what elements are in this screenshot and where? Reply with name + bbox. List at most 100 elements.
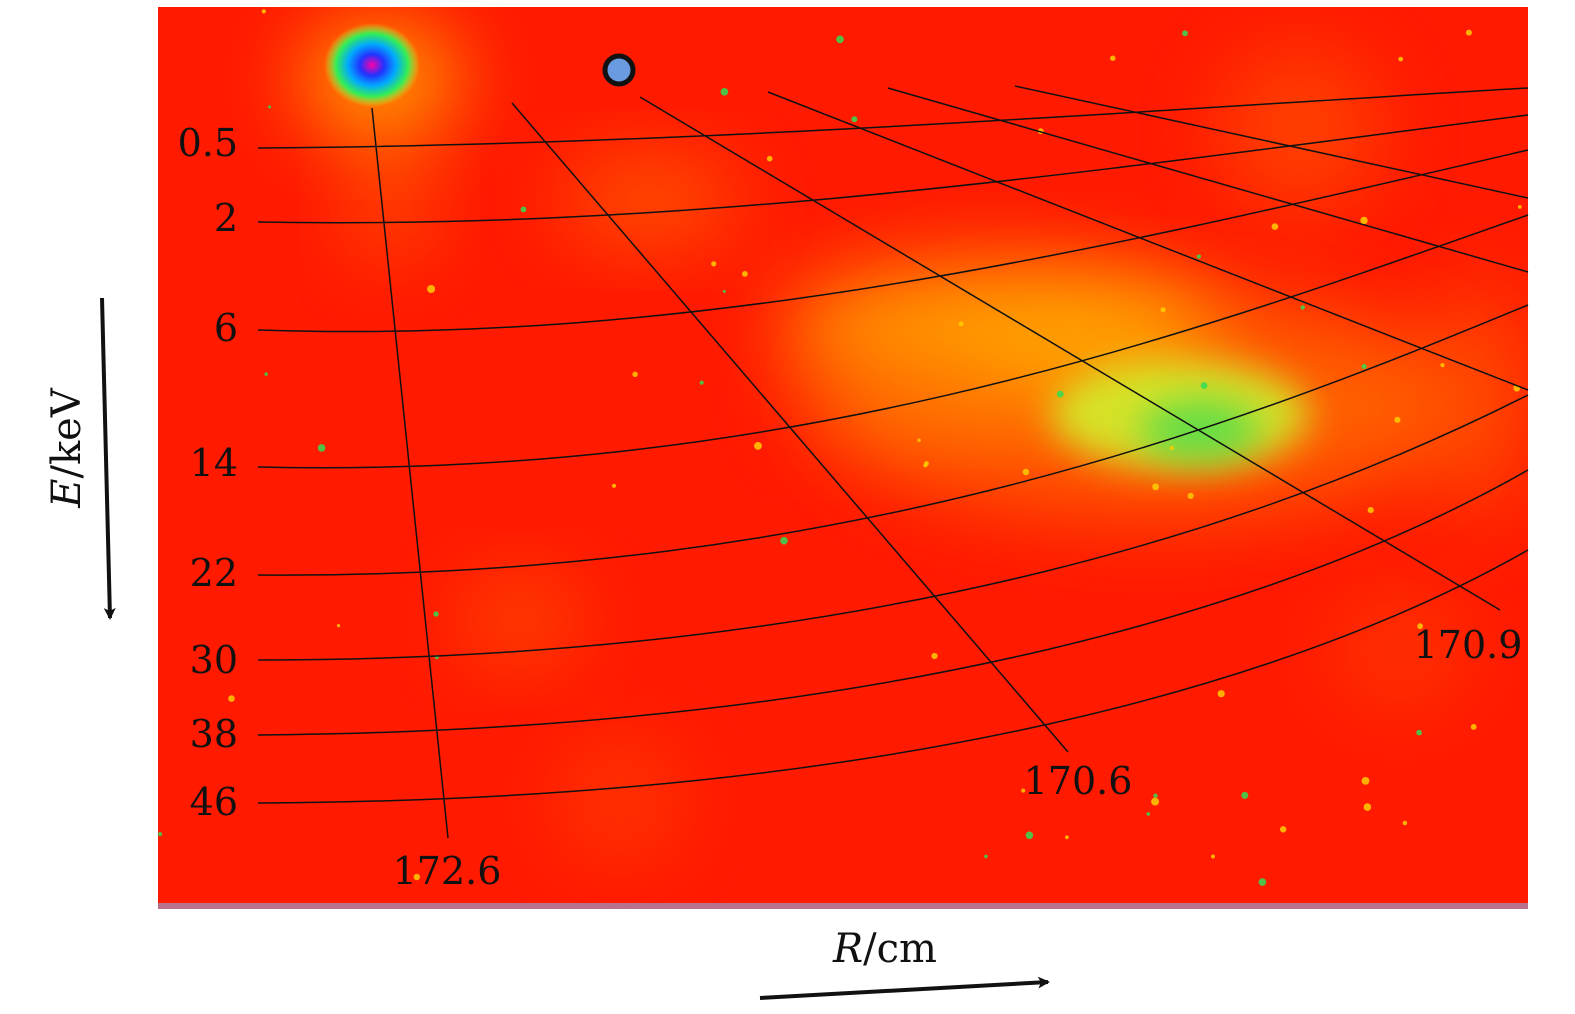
energy-tick-label: 0.5 (178, 121, 238, 165)
radius-contour-line (767, 91, 1529, 391)
speckle (931, 652, 938, 660)
x-axis-label-group: R/cm (759, 926, 1050, 1000)
speckle (754, 442, 762, 450)
x-axis-label: R/cm (832, 926, 937, 972)
x-axis-arrow (759, 976, 1050, 1000)
speckle (413, 873, 420, 881)
speckle (1182, 30, 1188, 37)
speckle (264, 372, 268, 376)
speckle (780, 536, 788, 545)
energy-tick-label: 22 (190, 551, 238, 595)
hot-spot (324, 23, 420, 107)
energy-contour-line (257, 304, 1529, 576)
speckle (1258, 878, 1267, 886)
radius-contour-line (511, 102, 1069, 753)
speckle (1065, 835, 1069, 840)
speckle (1363, 803, 1372, 811)
speckle (268, 105, 272, 109)
speckle (766, 155, 773, 162)
speckle (261, 9, 266, 14)
speckle (1169, 445, 1174, 451)
speckle (1440, 363, 1445, 368)
speckle (1417, 623, 1423, 630)
speckle (722, 289, 726, 293)
energy-contour-line (257, 469, 1529, 736)
speckle (520, 206, 527, 213)
speckle (836, 35, 844, 44)
heatmap-image (158, 7, 1528, 909)
y-axis-label: E/keV (44, 387, 90, 509)
speckle (1300, 305, 1305, 310)
speckle (1398, 56, 1404, 62)
speckle (1361, 364, 1367, 369)
speckle (851, 116, 858, 123)
speckle (1110, 55, 1116, 61)
radius-contour-line (887, 87, 1529, 273)
speckle (958, 321, 964, 327)
speckle (1022, 468, 1030, 476)
bottom-edge-strip (158, 903, 1528, 909)
energy-tick-label: 2 (214, 196, 238, 240)
speckle (1416, 729, 1422, 736)
speckle (1470, 724, 1477, 730)
speckle (427, 285, 436, 293)
radius-contour-lines (371, 85, 1529, 839)
speckle (1187, 492, 1194, 499)
speckle (1025, 831, 1034, 840)
source-position-marker (602, 53, 636, 87)
speckle (984, 854, 988, 859)
speckle (158, 832, 163, 837)
speckle (742, 271, 748, 277)
intensity-blob (1330, 590, 1470, 710)
energy-tick-label: 6 (214, 306, 238, 350)
speckle (1200, 382, 1208, 389)
intensity-blob (560, 740, 680, 860)
speckle (1056, 390, 1064, 398)
energy-contour-line (257, 87, 1529, 149)
radius-tick-label: 170.9 (1414, 623, 1523, 667)
y-axis-label-group: E/keV (44, 297, 116, 620)
speckle (632, 371, 638, 377)
speckle (336, 624, 341, 628)
speckle (1517, 205, 1522, 209)
speckle (1021, 788, 1026, 793)
speckle (228, 695, 235, 702)
radius-contour-line (371, 107, 449, 839)
speckle (1367, 507, 1374, 514)
speckle (720, 88, 729, 96)
energy-contour-line (257, 114, 1529, 224)
speckle (1360, 216, 1368, 225)
energy-contour-line (257, 149, 1529, 333)
speckle (917, 438, 921, 442)
speckle (317, 444, 326, 452)
radius-contour-line (639, 96, 1501, 611)
intensity-blob (560, 155, 740, 245)
energy-tick-label: 38 (190, 712, 238, 756)
speckle (1196, 254, 1201, 259)
speckle (1361, 777, 1370, 785)
speckle (924, 461, 929, 466)
energy-tick-label: 14 (190, 441, 238, 485)
speckle (711, 261, 717, 267)
energy-contour-lines (257, 87, 1529, 804)
radius-tick-label: 170.6 (1024, 759, 1133, 803)
speckle (699, 380, 704, 385)
energy-contour-line (257, 549, 1529, 804)
y-axis-arrow (100, 297, 116, 620)
speckle (1160, 307, 1166, 313)
speckle (1465, 29, 1472, 36)
intensity-blob (460, 575, 580, 665)
speckle (1146, 812, 1151, 816)
energy-tick-label: 46 (190, 780, 238, 824)
intensity-blob (345, 140, 435, 260)
radius-tick-label: 172.6 (393, 849, 502, 893)
speckle (1211, 854, 1215, 859)
radius-contour-line (1014, 85, 1529, 199)
energy-contour-line (257, 394, 1529, 661)
intensity-blob (1420, 280, 1528, 520)
speckle (1402, 820, 1408, 826)
speckle (1394, 416, 1401, 423)
energy-tick-label: 30 (190, 638, 238, 682)
intensity-blob (1220, 50, 1380, 210)
